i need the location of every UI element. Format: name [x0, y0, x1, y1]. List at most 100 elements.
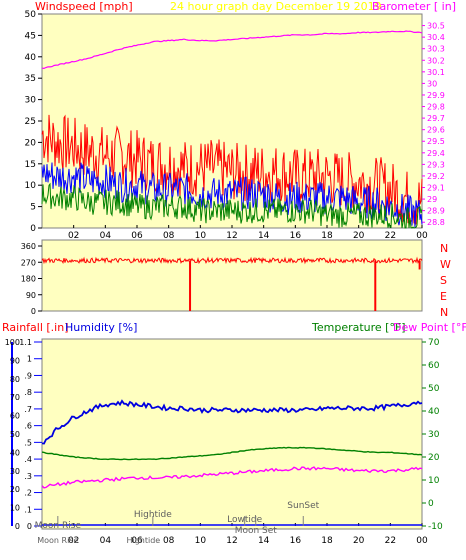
wind-x-tick-label: 20: [353, 231, 365, 241]
temperature-y-tick-label: 40: [428, 407, 440, 417]
rain-y-tick-label: .8: [24, 388, 32, 397]
direction-y-tick-label: 180: [21, 275, 36, 284]
humidity-y-tick-label: 30: [10, 467, 20, 476]
compass-label: N: [440, 242, 448, 255]
rain-y-tick-label: .5: [24, 438, 32, 447]
humidity-y-tick-label: 100: [5, 338, 20, 347]
lower-series-humidity: [41, 399, 423, 445]
rain-y-tick-label: .3: [24, 472, 32, 481]
wind-x-tick-label: 06: [131, 231, 143, 241]
wind-y-tick-label: 50: [25, 10, 37, 20]
barometer-line: [41, 30, 423, 70]
humidity-y-tick-label: 0: [15, 522, 20, 531]
wind-x-tick-label: 04: [100, 231, 112, 241]
lower-x-tick-label: 08: [163, 536, 175, 546]
barometer-y-tick-label: 29: [427, 195, 437, 204]
temperature-y-tick-label: 10: [428, 476, 440, 486]
barometer-y-tick-label: 29.3: [427, 160, 445, 169]
humidity-axis-title: Humidity [%]: [65, 321, 137, 334]
lower-x-tick-label: 04: [100, 536, 112, 546]
wind-y-tick-label: 45: [25, 31, 36, 41]
direction-y-tick-label: 0: [31, 307, 36, 316]
barometer-y-tick-label: 29.9: [427, 91, 445, 100]
temperature-y-tick-label: -10: [428, 522, 443, 532]
wind-x-tick-label: 16: [290, 231, 302, 241]
barometer-y-tick-label: 28.9: [427, 207, 445, 216]
barometer-y-tick-label: 29.5: [427, 137, 445, 146]
event-bottom-label: Moon Rise: [37, 536, 78, 545]
temperature-axis-title: Temperature [°F]: [311, 321, 406, 334]
temperature-y-tick-label: 20: [428, 453, 440, 463]
barometer-y-tick-label: 30.3: [427, 45, 445, 54]
lower-x-tick-label: 10: [195, 536, 207, 546]
lower-series-temperature: [41, 446, 423, 461]
wind-y-tick-label: 0: [30, 224, 36, 234]
rain-y-tick-label: .2: [24, 489, 32, 498]
wind-x-tick-label: 14: [258, 231, 270, 241]
temperature-y-tick-label: 0: [428, 499, 434, 509]
rain-y-tick-label: .7: [24, 405, 32, 414]
temperature-y-tick-label: 50: [428, 384, 440, 394]
lower-x-tick-label: 18: [321, 536, 333, 546]
compass-label: W: [440, 258, 451, 271]
humidity-y-tick-label: 70: [10, 393, 20, 402]
event-label: Moon Set: [235, 526, 278, 536]
rain-y-tick-label: 0: [27, 522, 32, 531]
lower-x-tick-label: 00: [416, 536, 428, 546]
wind-y-tick-label: 30: [25, 96, 37, 106]
direction-y-tick-label: 360: [21, 242, 36, 251]
barometer-y-tick-label: 29.6: [427, 126, 445, 135]
barometer-y-tick-label: 30: [427, 79, 437, 88]
lower-x-tick-label: 22: [385, 536, 396, 546]
chart-marks: 0510152025303540455028.828.92929.129.229…: [5, 10, 451, 546]
compass-label: E: [440, 290, 447, 303]
wind-y-tick-label: 5: [30, 203, 36, 213]
lower-x-tick-label: 02: [68, 536, 79, 546]
wind-y-tick-label: 10: [25, 181, 37, 191]
temperature-y-tick-label: 70: [428, 338, 440, 348]
rainfall-axis-title: Rainfall [.in]: [2, 321, 69, 334]
direction-y-tick-label: 90: [26, 291, 36, 300]
rain-y-tick-label: 1.1: [19, 338, 32, 347]
barometer-y-tick-label: 30.1: [427, 68, 445, 77]
wind-y-tick-label: 40: [25, 53, 37, 63]
lower-x-tick-label: 16: [290, 536, 302, 546]
wind-direction-line: [41, 256, 423, 265]
wind-y-tick-label: 25: [25, 117, 36, 127]
rain-y-tick-label: .9: [24, 371, 32, 380]
wind-x-tick-label: 08: [163, 231, 175, 241]
temperature-y-tick-label: 30: [428, 430, 440, 440]
humidity-y-tick-label: 60: [10, 412, 20, 421]
barometer-axis-title: Barometer [ in]: [372, 0, 456, 13]
direction-y-tick-label: 270: [21, 258, 36, 267]
wind-y-tick-label: 15: [25, 160, 36, 170]
barometer-y-tick-label: 30.5: [427, 22, 445, 31]
lower-x-tick-label: 06: [131, 536, 143, 546]
humidity-y-tick-label: 10: [10, 504, 20, 513]
wind-y-tick-label: 20: [25, 138, 37, 148]
lower-x-tick-label: 12: [226, 536, 237, 546]
humidity-y-tick-label: 90: [10, 356, 20, 365]
wind-y-tick-label: 35: [25, 74, 36, 84]
rain-y-tick-label: .4: [24, 455, 32, 464]
lower-panel-frame: [41, 338, 423, 530]
wind-x-tick-label: 02: [68, 231, 79, 241]
windspeed-axis-title: Windspeed [mph]: [35, 0, 133, 13]
barometer-y-tick-label: 29.7: [427, 114, 445, 123]
temperature-y-tick-label: 60: [428, 361, 440, 371]
barometer-y-tick-label: 29.1: [427, 184, 445, 193]
wind-series-gust: [41, 114, 423, 225]
direction-panel-frame: [41, 239, 423, 312]
event-label: Hightide: [134, 510, 172, 520]
barometer-y-tick-label: 29.2: [427, 172, 445, 181]
humidity-y-tick-label: 80: [10, 375, 20, 384]
lower-x-tick-label: 20: [353, 536, 365, 546]
barometer-y-tick-label: 30.2: [427, 56, 445, 65]
wind-x-tick-label: 00: [416, 231, 428, 241]
rain-y-tick-label: 1: [27, 355, 32, 364]
wind-x-tick-label: 18: [321, 231, 333, 241]
barometer-y-tick-label: 30.4: [427, 33, 445, 42]
humidity-y-tick-label: 40: [10, 448, 20, 457]
